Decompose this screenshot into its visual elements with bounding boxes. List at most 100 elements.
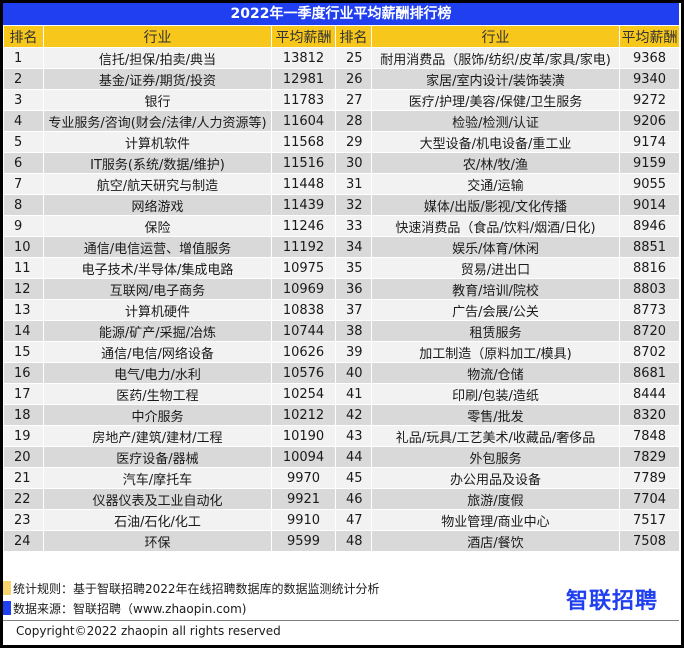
rank-cell: 30	[335, 152, 372, 174]
industry-cell: 通信/电信/网络设备	[43, 341, 272, 363]
industry-cell: 娱乐/体育/休闲	[371, 236, 620, 258]
header-rank: 排名	[3, 25, 44, 48]
rule-note-text: 统计规则：基于智联招聘2022年在线招聘数据库的数据监测统计分析	[13, 582, 380, 596]
rank-cell: 36	[335, 278, 372, 300]
industry-cell: 印刷/包装/造纸	[371, 383, 620, 405]
rank-cell: 43	[335, 425, 372, 447]
rank-cell: 19	[3, 425, 44, 447]
industry-cell: 办公用品及设备	[371, 467, 620, 489]
table-row: 20 医疗设备/器械 10094 44 外包服务 7829	[3, 446, 680, 468]
industry-cell: 检验/检测/认证	[371, 110, 620, 132]
rank-cell: 15	[3, 341, 44, 363]
table-row: 16 电气/电力/水利 10576 40 物流/仓储 8681	[3, 362, 680, 384]
rank-cell: 10	[3, 236, 44, 258]
industry-cell: 医疗设备/器械	[43, 446, 272, 468]
industry-cell: 医疗/护理/美容/保健/卫生服务	[371, 89, 620, 111]
rank-cell: 38	[335, 320, 372, 342]
salary-cell: 8444	[619, 383, 680, 405]
salary-cell: 10576	[271, 362, 336, 384]
table-row: 24 环保 9599 48 酒店/餐饮 7508	[3, 530, 680, 552]
industry-cell: 家居/室内设计/装饰装潢	[371, 68, 620, 90]
rank-cell: 24	[3, 530, 44, 552]
rank-cell: 17	[3, 383, 44, 405]
salary-cell: 13812	[271, 47, 336, 69]
salary-cell: 10212	[271, 404, 336, 426]
salary-cell: 7508	[619, 530, 680, 552]
header-rank: 排名	[335, 25, 372, 48]
table-row: 13 计算机硬件 10838 37 广告/会展/公关 8773	[3, 299, 680, 321]
table-row: 23 石油/石化/化工 9910 47 物业管理/商业中心 7517	[3, 509, 680, 531]
rank-cell: 3	[3, 89, 44, 111]
rank-cell: 4	[3, 110, 44, 132]
industry-cell: 媒体/出版/影视/文化传播	[371, 194, 620, 216]
salary-cell: 10190	[271, 425, 336, 447]
industry-cell: 贸易/进出口	[371, 257, 620, 279]
salary-cell: 8816	[619, 257, 680, 279]
rank-cell: 2	[3, 68, 44, 90]
salary-cell: 10838	[271, 299, 336, 321]
industry-cell: 专业服务/咨询(财会/法律/人力资源等)	[43, 110, 272, 132]
rank-cell: 34	[335, 236, 372, 258]
salary-cell: 9368	[619, 47, 680, 69]
rank-cell: 41	[335, 383, 372, 405]
rank-cell: 20	[3, 446, 44, 468]
rank-cell: 46	[335, 488, 372, 510]
industry-cell: 汽车/摩托车	[43, 467, 272, 489]
industry-cell: 旅游/度假	[371, 488, 620, 510]
table-row: 12 互联网/电子商务 10969 36 教育/培训/院校 8803	[3, 278, 680, 300]
rank-cell: 18	[3, 404, 44, 426]
salary-cell: 9159	[619, 152, 680, 174]
rank-cell: 23	[3, 509, 44, 531]
salary-cell: 9921	[271, 488, 336, 510]
blue-swatch-icon	[3, 601, 11, 615]
industry-cell: 教育/培训/院校	[371, 278, 620, 300]
industry-cell: 农/林/牧/渔	[371, 152, 620, 174]
salary-cell: 11783	[271, 89, 336, 111]
industry-cell: 航空/航天研究与制造	[43, 173, 272, 195]
rank-cell: 26	[335, 68, 372, 90]
rank-cell: 35	[335, 257, 372, 279]
salary-cell: 8803	[619, 278, 680, 300]
salary-cell: 9014	[619, 194, 680, 216]
rank-cell: 14	[3, 320, 44, 342]
salary-cell: 8720	[619, 320, 680, 342]
copyright-text: Copyright©2022 zhaopin all rights reserv…	[16, 624, 281, 638]
industry-cell: 快速消费品（食品/饮料/烟酒/日化)	[371, 215, 620, 237]
salary-cell: 9970	[271, 467, 336, 489]
rank-cell: 32	[335, 194, 372, 216]
table-row: 15 通信/电信/网络设备 10626 39 加工制造（原料加工/模具) 8702	[3, 341, 680, 363]
rank-cell: 16	[3, 362, 44, 384]
salary-cell: 11192	[271, 236, 336, 258]
table-row: 10 通信/电信运营、增值服务 11192 34 娱乐/体育/休闲 8851	[3, 236, 680, 258]
industry-cell: 中介服务	[43, 404, 272, 426]
table-row: 21 汽车/摩托车 9970 45 办公用品及设备 7789	[3, 467, 680, 489]
salary-cell: 9055	[619, 173, 680, 195]
industry-cell: 能源/矿产/采掘/冶炼	[43, 320, 272, 342]
table-row: 9 保险 11246 33 快速消费品（食品/饮料/烟酒/日化) 8946	[3, 215, 680, 237]
salary-cell: 8773	[619, 299, 680, 321]
industry-cell: 加工制造（原料加工/模具)	[371, 341, 620, 363]
rank-cell: 48	[335, 530, 372, 552]
table-row: 4 专业服务/咨询(财会/法律/人力资源等) 11604 28 检验/检测/认证 9206	[3, 110, 680, 132]
salary-cell: 7789	[619, 467, 680, 489]
industry-cell: 房地产/建筑/建材/工程	[43, 425, 272, 447]
industry-cell: 零售/批发	[371, 404, 620, 426]
industry-cell: 礼品/玩具/工艺美术/收藏品/奢侈品	[371, 425, 620, 447]
salary-cell: 10744	[271, 320, 336, 342]
industry-cell: 电气/电力/水利	[43, 362, 272, 384]
salary-cell: 9174	[619, 131, 680, 153]
salary-cell: 11604	[271, 110, 336, 132]
rank-cell: 1	[3, 47, 44, 69]
salary-cell: 10254	[271, 383, 336, 405]
industry-cell: 石油/石化/化工	[43, 509, 272, 531]
rule-note: 统计规则：基于智联招聘2022年在线招聘数据库的数据监测统计分析	[3, 580, 380, 598]
rank-cell: 28	[335, 110, 372, 132]
industry-cell: 租赁服务	[371, 320, 620, 342]
salary-cell: 7848	[619, 425, 680, 447]
industry-cell: 大型设备/机电设备/重工业	[371, 131, 620, 153]
rank-cell: 5	[3, 131, 44, 153]
industry-cell: 交通/运输	[371, 173, 620, 195]
salary-cell: 9272	[619, 89, 680, 111]
industry-cell: 基金/证券/期货/投资	[43, 68, 272, 90]
table-row: 2 基金/证券/期货/投资 12981 26 家居/室内设计/装饰装潢 9340	[3, 68, 680, 90]
